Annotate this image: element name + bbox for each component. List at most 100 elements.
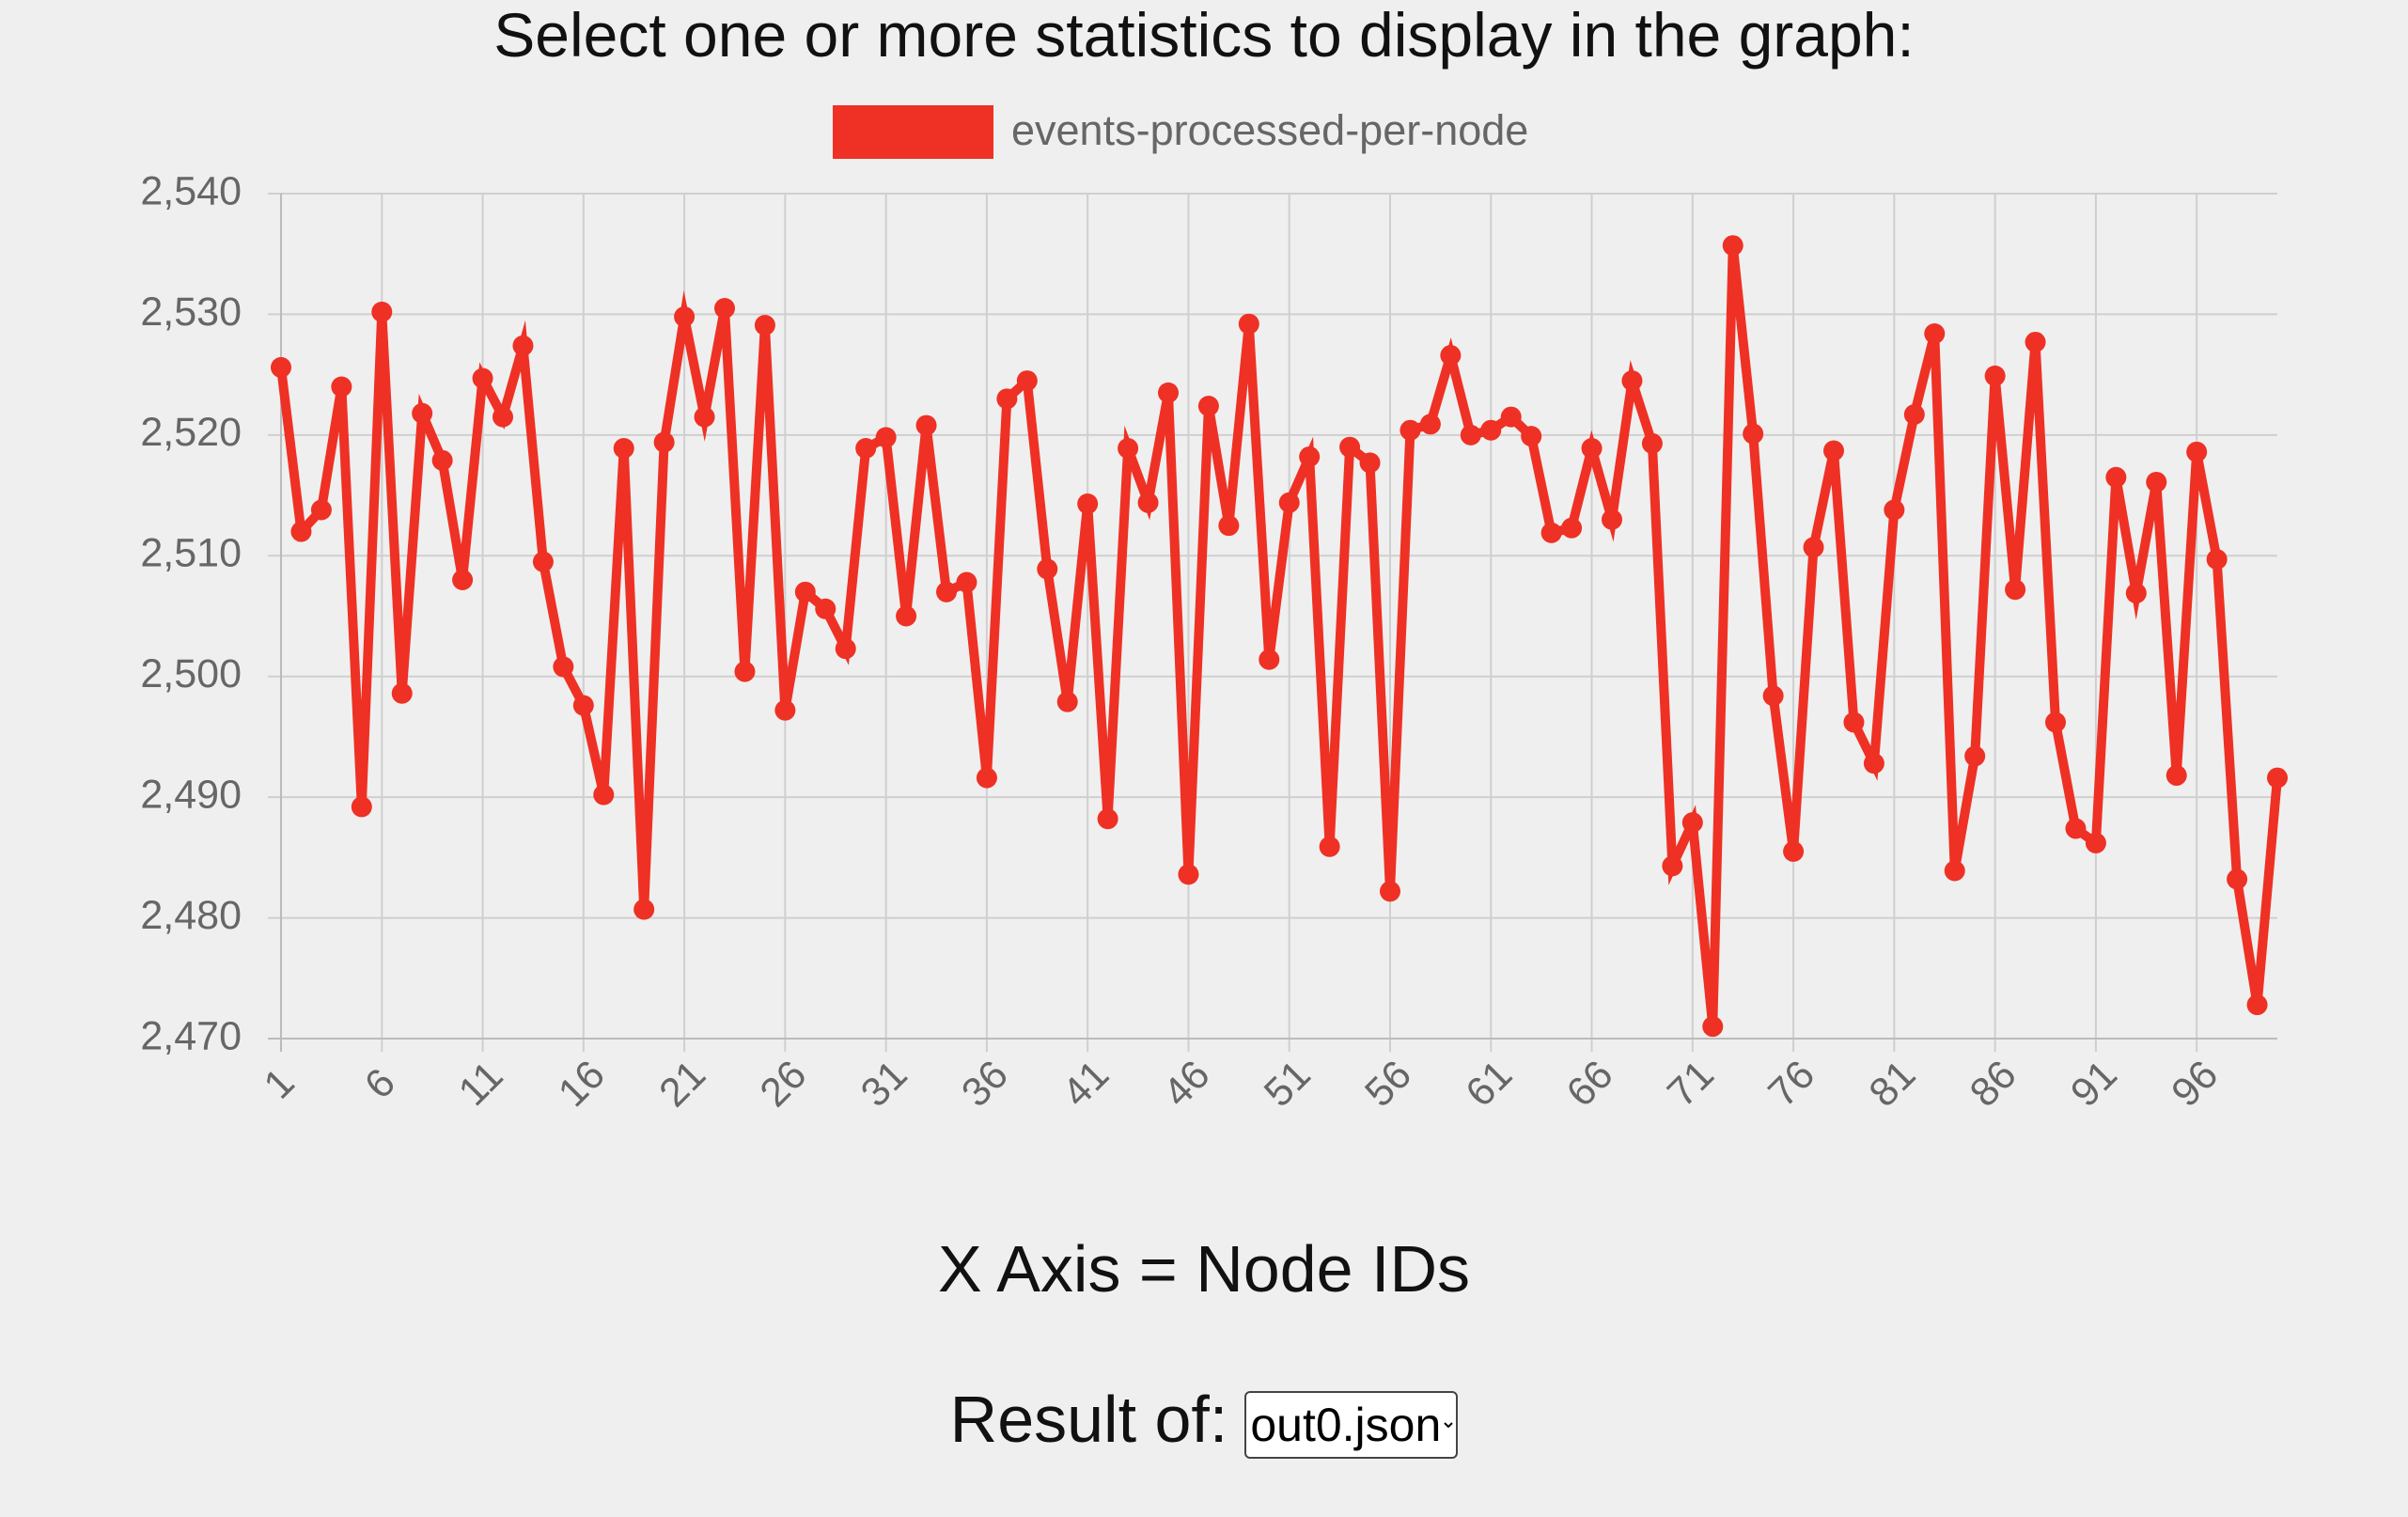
data-point [2206, 549, 2228, 571]
data-point [412, 402, 433, 424]
data-point [633, 899, 655, 920]
data-point [794, 581, 816, 602]
data-point [1419, 414, 1441, 435]
data-point [1621, 370, 1643, 392]
y-tick-label: 2,490 [140, 773, 242, 818]
heading: Select one or more statistics to display… [493, 0, 1915, 70]
x-tick-label: 81 [1861, 1052, 1925, 1116]
data-point [1743, 423, 1764, 445]
legend: events-processed-per-node [833, 105, 1528, 159]
data-point [1500, 406, 1522, 428]
x-tick-label: 71 [1659, 1052, 1723, 1116]
data-point [1158, 382, 1179, 403]
data-point [1602, 508, 1622, 530]
data-point [472, 368, 493, 389]
data-point [1197, 396, 1219, 417]
data-point [512, 335, 534, 356]
data-point [694, 406, 715, 428]
data-point [815, 598, 837, 619]
x-tick-label: 16 [550, 1052, 614, 1116]
x-tick-label: 36 [953, 1052, 1017, 1116]
data-point [936, 581, 957, 602]
data-point [1037, 558, 1058, 580]
data-point [310, 499, 332, 521]
data-point [2227, 868, 2248, 890]
y-tick-label: 2,470 [140, 1013, 242, 1058]
data-point [331, 376, 352, 398]
data-point [452, 569, 474, 590]
x-tick-label: 11 [450, 1053, 512, 1115]
data-point [1964, 745, 1986, 767]
x-tick-label: 41 [1054, 1052, 1118, 1116]
data-point [1903, 404, 1925, 426]
data-point [1137, 492, 1159, 513]
data-point [2186, 441, 2208, 462]
result-row: Result of: out0.json [0, 1382, 2408, 1459]
data-point [1722, 235, 1743, 257]
data-point [391, 682, 413, 704]
data-point [1783, 840, 1805, 862]
data-point [915, 414, 937, 436]
data-point [2125, 583, 2147, 604]
chart: 2,470 2,480 2,490 2,500 2,510 2,520 2,530 2,540… [140, 105, 2288, 1116]
x-tick-label: 46 [1155, 1052, 1219, 1116]
data-point [1762, 685, 1784, 707]
data-point [774, 699, 796, 721]
data-point [1521, 426, 1542, 447]
data-point [1884, 499, 1905, 521]
data-point [855, 437, 877, 459]
data-point [1460, 424, 1481, 446]
data-point [1702, 1016, 1724, 1038]
data-point [1118, 437, 1139, 459]
data-point [2105, 466, 2127, 488]
result-label: Result of: [949, 1383, 1228, 1456]
y-tick-label: 2,540 [140, 168, 242, 213]
y-tick-label: 2,500 [140, 651, 242, 696]
data-point [1178, 864, 1199, 885]
x-axis-note: X Axis = Node IDs [937, 1232, 1471, 1306]
data-point [371, 301, 393, 322]
data-point [875, 427, 897, 448]
x-tick-label: 56 [1356, 1052, 1420, 1116]
x-tick-label: 51 [1256, 1052, 1320, 1116]
data-point [1984, 365, 2006, 386]
data-point [956, 571, 977, 593]
x-tick-label: 31 [852, 1052, 916, 1116]
data-point [593, 784, 615, 805]
data-point [1681, 812, 1703, 834]
data-point [1863, 753, 1884, 774]
data-point [1259, 649, 1280, 670]
y-tick-label: 2,480 [140, 893, 242, 938]
data-point [1662, 855, 1683, 877]
series-line [276, 244, 2282, 1027]
data-point [1016, 370, 1038, 392]
data-point [976, 767, 997, 789]
data-point [1823, 440, 1844, 461]
data-point [431, 449, 453, 471]
legend-swatch [833, 105, 993, 159]
data-point [1581, 437, 1603, 459]
data-point [653, 431, 675, 453]
data-point [351, 796, 372, 818]
x-tick-label: 26 [752, 1052, 816, 1116]
data-point [2267, 767, 2288, 789]
data-point [835, 638, 856, 660]
data-point [532, 551, 554, 572]
x-tick-label: 61 [1458, 1052, 1522, 1116]
x-tick-label: 21 [650, 1052, 714, 1116]
data-point [2246, 994, 2268, 1016]
data-point [1359, 452, 1381, 474]
data-point [493, 406, 513, 428]
data-point [1097, 808, 1118, 830]
data-point [613, 437, 634, 459]
data-point [2146, 471, 2167, 493]
data-point [290, 521, 312, 542]
data-point [2065, 818, 2087, 839]
data-point [1218, 515, 1240, 537]
data-point [1440, 345, 1462, 367]
data-point [2005, 579, 2026, 601]
data-point [1278, 492, 1300, 513]
result-select[interactable]: out0.json [1244, 1390, 1459, 1459]
data-point [1339, 436, 1361, 458]
